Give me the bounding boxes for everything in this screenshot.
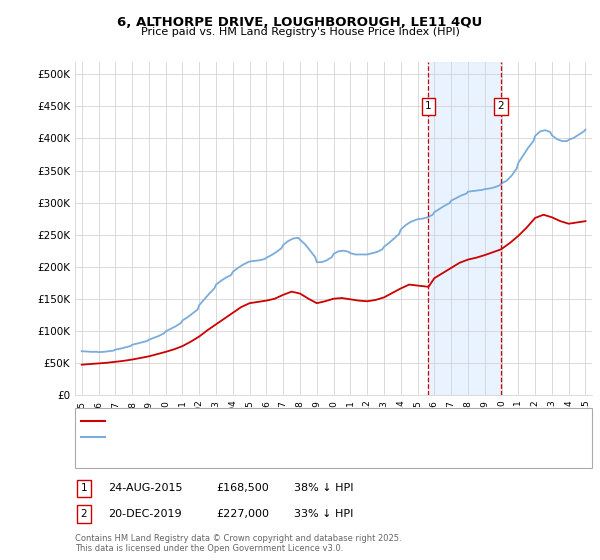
Text: £227,000: £227,000 — [216, 509, 269, 519]
Text: 38% ↓ HPI: 38% ↓ HPI — [294, 483, 353, 493]
Text: £168,500: £168,500 — [216, 483, 269, 493]
Text: 6, ALTHORPE DRIVE, LOUGHBOROUGH, LE11 4QU (detached house): 6, ALTHORPE DRIVE, LOUGHBOROUGH, LE11 4Q… — [108, 416, 445, 426]
Text: 2: 2 — [80, 509, 88, 519]
Bar — [428, 62, 501, 395]
Text: Contains HM Land Registry data © Crown copyright and database right 2025.
This d: Contains HM Land Registry data © Crown c… — [75, 534, 401, 553]
Text: 33% ↓ HPI: 33% ↓ HPI — [294, 509, 353, 519]
Text: Price paid vs. HM Land Registry's House Price Index (HPI): Price paid vs. HM Land Registry's House … — [140, 27, 460, 37]
Text: 1: 1 — [425, 101, 432, 111]
Text: HPI: Average price, detached house, Charnwood: HPI: Average price, detached house, Char… — [108, 432, 349, 442]
Text: 20-DEC-2019: 20-DEC-2019 — [108, 509, 182, 519]
Text: 6, ALTHORPE DRIVE, LOUGHBOROUGH, LE11 4QU: 6, ALTHORPE DRIVE, LOUGHBOROUGH, LE11 4Q… — [118, 16, 482, 29]
Text: 2: 2 — [498, 101, 505, 111]
Text: 24-AUG-2015: 24-AUG-2015 — [108, 483, 182, 493]
Text: 1: 1 — [80, 483, 88, 493]
